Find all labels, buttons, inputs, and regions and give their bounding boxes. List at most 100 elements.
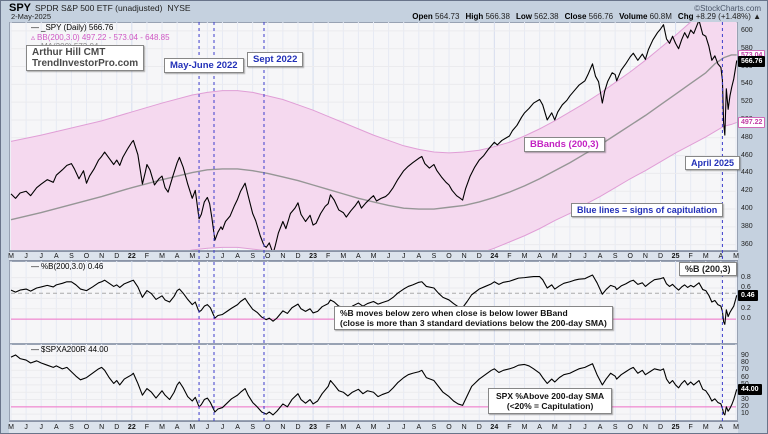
x-axis-tick: O — [265, 253, 271, 260]
x-axis-tick: O — [627, 253, 633, 260]
x-axis-tick: M — [733, 424, 739, 431]
x-axis-tick: 22 — [127, 253, 136, 260]
x-axis-tick: J — [220, 253, 225, 260]
x-axis-tick: 23 — [309, 253, 317, 260]
x-axis-tick: O — [446, 424, 452, 431]
x-axis-tick: J — [205, 253, 210, 260]
percent-b-note-line1: %B moves below zero when close is below … — [340, 308, 568, 318]
exchange-label: NYSE — [167, 3, 191, 13]
x-axis-tick: D — [114, 253, 120, 260]
x-axis-tick: N — [461, 253, 467, 260]
x-axis-tick: M — [159, 424, 165, 431]
x-axis-tick: D — [476, 253, 482, 260]
legend-marker-icon: — — [31, 345, 39, 354]
x-axis-tick: M — [733, 253, 739, 260]
y-axis-tick: 460 — [741, 151, 753, 159]
x-axis-tick: O — [265, 424, 271, 431]
x-axis-tick: A — [235, 424, 240, 431]
x-axis-tick: A — [356, 253, 361, 260]
y-axis-tick: 0.2 — [741, 304, 751, 312]
x-axis-tick: D — [476, 424, 482, 431]
y-axis-tick: 440 — [741, 169, 753, 177]
x-axis-tick: J — [220, 424, 225, 431]
percent-b-note-line2: (close is more than 3 standard deviation… — [340, 318, 607, 328]
x-axis-tick: A — [537, 424, 542, 431]
y-axis-tick: 60 — [741, 373, 749, 381]
percent-b-note: %B moves below zero when close is below … — [334, 306, 613, 330]
x-axis-tick: M — [551, 424, 558, 431]
x-axis-tick: M — [521, 424, 528, 431]
x-axis-tick: A — [597, 424, 603, 431]
price-tag: 0.46 — [738, 290, 758, 302]
x-axis-tick: A — [537, 253, 542, 260]
y-axis-tick: 0.8 — [741, 273, 751, 281]
x-axis-tick: O — [627, 424, 633, 431]
x-axis-tick: M — [189, 424, 196, 431]
quote-label: Close — [564, 12, 587, 21]
chart-date: 2-May-2025 — [11, 12, 52, 21]
x-axis-tick: F — [326, 424, 331, 431]
x-axis-tick: M — [340, 253, 347, 260]
x-axis-tick: S — [612, 424, 618, 431]
price-tag: 497.22 — [738, 117, 766, 129]
x-axis-tick: N — [280, 253, 286, 260]
x-axis-tick: J — [568, 253, 572, 260]
y-axis-tick: 30 — [741, 395, 749, 403]
x-axis-tick: A — [174, 424, 180, 431]
quote-label: High — [465, 12, 484, 21]
legend-marker-icon: — — [31, 262, 39, 271]
x-axis-tick: M — [8, 424, 14, 431]
x-axis-tick: M — [8, 253, 14, 260]
y-axis-tick: 80 — [741, 359, 749, 366]
quote-row: 2-May-2025 Open 564.73 High 566.38 Low 562… — [11, 12, 761, 21]
spxa200r-note-line1: SPX %Above 200-day SMA — [496, 391, 605, 401]
change-up-arrow-icon: ▲ — [750, 12, 761, 21]
x-axis-tick: A — [53, 253, 59, 260]
y-axis-tick: 420 — [741, 187, 753, 195]
x-axis-tick: M — [159, 253, 165, 260]
x-axis-tick: M — [370, 253, 377, 260]
x-axis-tick: M — [521, 253, 528, 260]
percent-b-panel-label: %B (200,3) — [679, 262, 737, 276]
x-axis-tick: 25 — [671, 424, 680, 431]
x-axis-tick: S — [431, 424, 437, 431]
price-tag: 44.00 — [738, 384, 762, 396]
x-axis-tick: A — [53, 424, 59, 431]
x-axis-tick: J — [39, 253, 43, 260]
x-axis-tick: A — [597, 253, 603, 260]
legend-marker-icon: ▵ — [31, 32, 36, 42]
legend-item: — _SPY (Daily) 566.76 — [31, 23, 114, 32]
ar-legend: — $SPXA200R 44.00 — [31, 345, 108, 355]
y-axis-tick: 540 — [741, 80, 753, 88]
x-axis-tick: D — [114, 424, 120, 431]
x-axis-tick: D — [657, 424, 663, 431]
x-axis-tick: N — [642, 424, 648, 431]
x-axis-tick: S — [69, 253, 74, 260]
y-axis-tick: 360 — [741, 240, 753, 248]
watermark-line2: TrendInvestorPro.com — [32, 58, 139, 69]
spx-above-200sma-panel — [9, 344, 738, 421]
y-axis-tick: 20 — [741, 402, 749, 410]
x-axis-tick: S — [612, 253, 618, 260]
x-axis-tick: D — [657, 253, 663, 260]
x-axis-tick: J — [205, 424, 210, 431]
x-axis-tick: S — [431, 253, 437, 260]
y-axis-tick: 600 — [741, 26, 753, 34]
x-axis-tick: F — [326, 253, 331, 260]
quote-label: Chg — [677, 12, 694, 21]
x-axis-tick: A — [416, 424, 422, 431]
y-axis-tick: 400 — [741, 205, 753, 213]
legend-item: — %B(200,3.0) 0.46 — [31, 262, 104, 271]
y-axis-tick: 10 — [741, 410, 749, 418]
x-axis-tick: J — [24, 424, 28, 431]
x-axis-tick: A — [718, 253, 724, 260]
x-axis-tick: N — [642, 253, 648, 260]
x-axis-tick: D — [295, 253, 301, 260]
pb-legend: — %B(200,3.0) 0.46 — [31, 262, 103, 272]
x-axis-tick: 23 — [309, 424, 317, 431]
y-axis-tick: 520 — [741, 98, 753, 106]
x-axis-tick: A — [174, 253, 180, 260]
x-axis-tick: M — [702, 253, 709, 260]
x-axis-tick: J — [24, 253, 28, 260]
